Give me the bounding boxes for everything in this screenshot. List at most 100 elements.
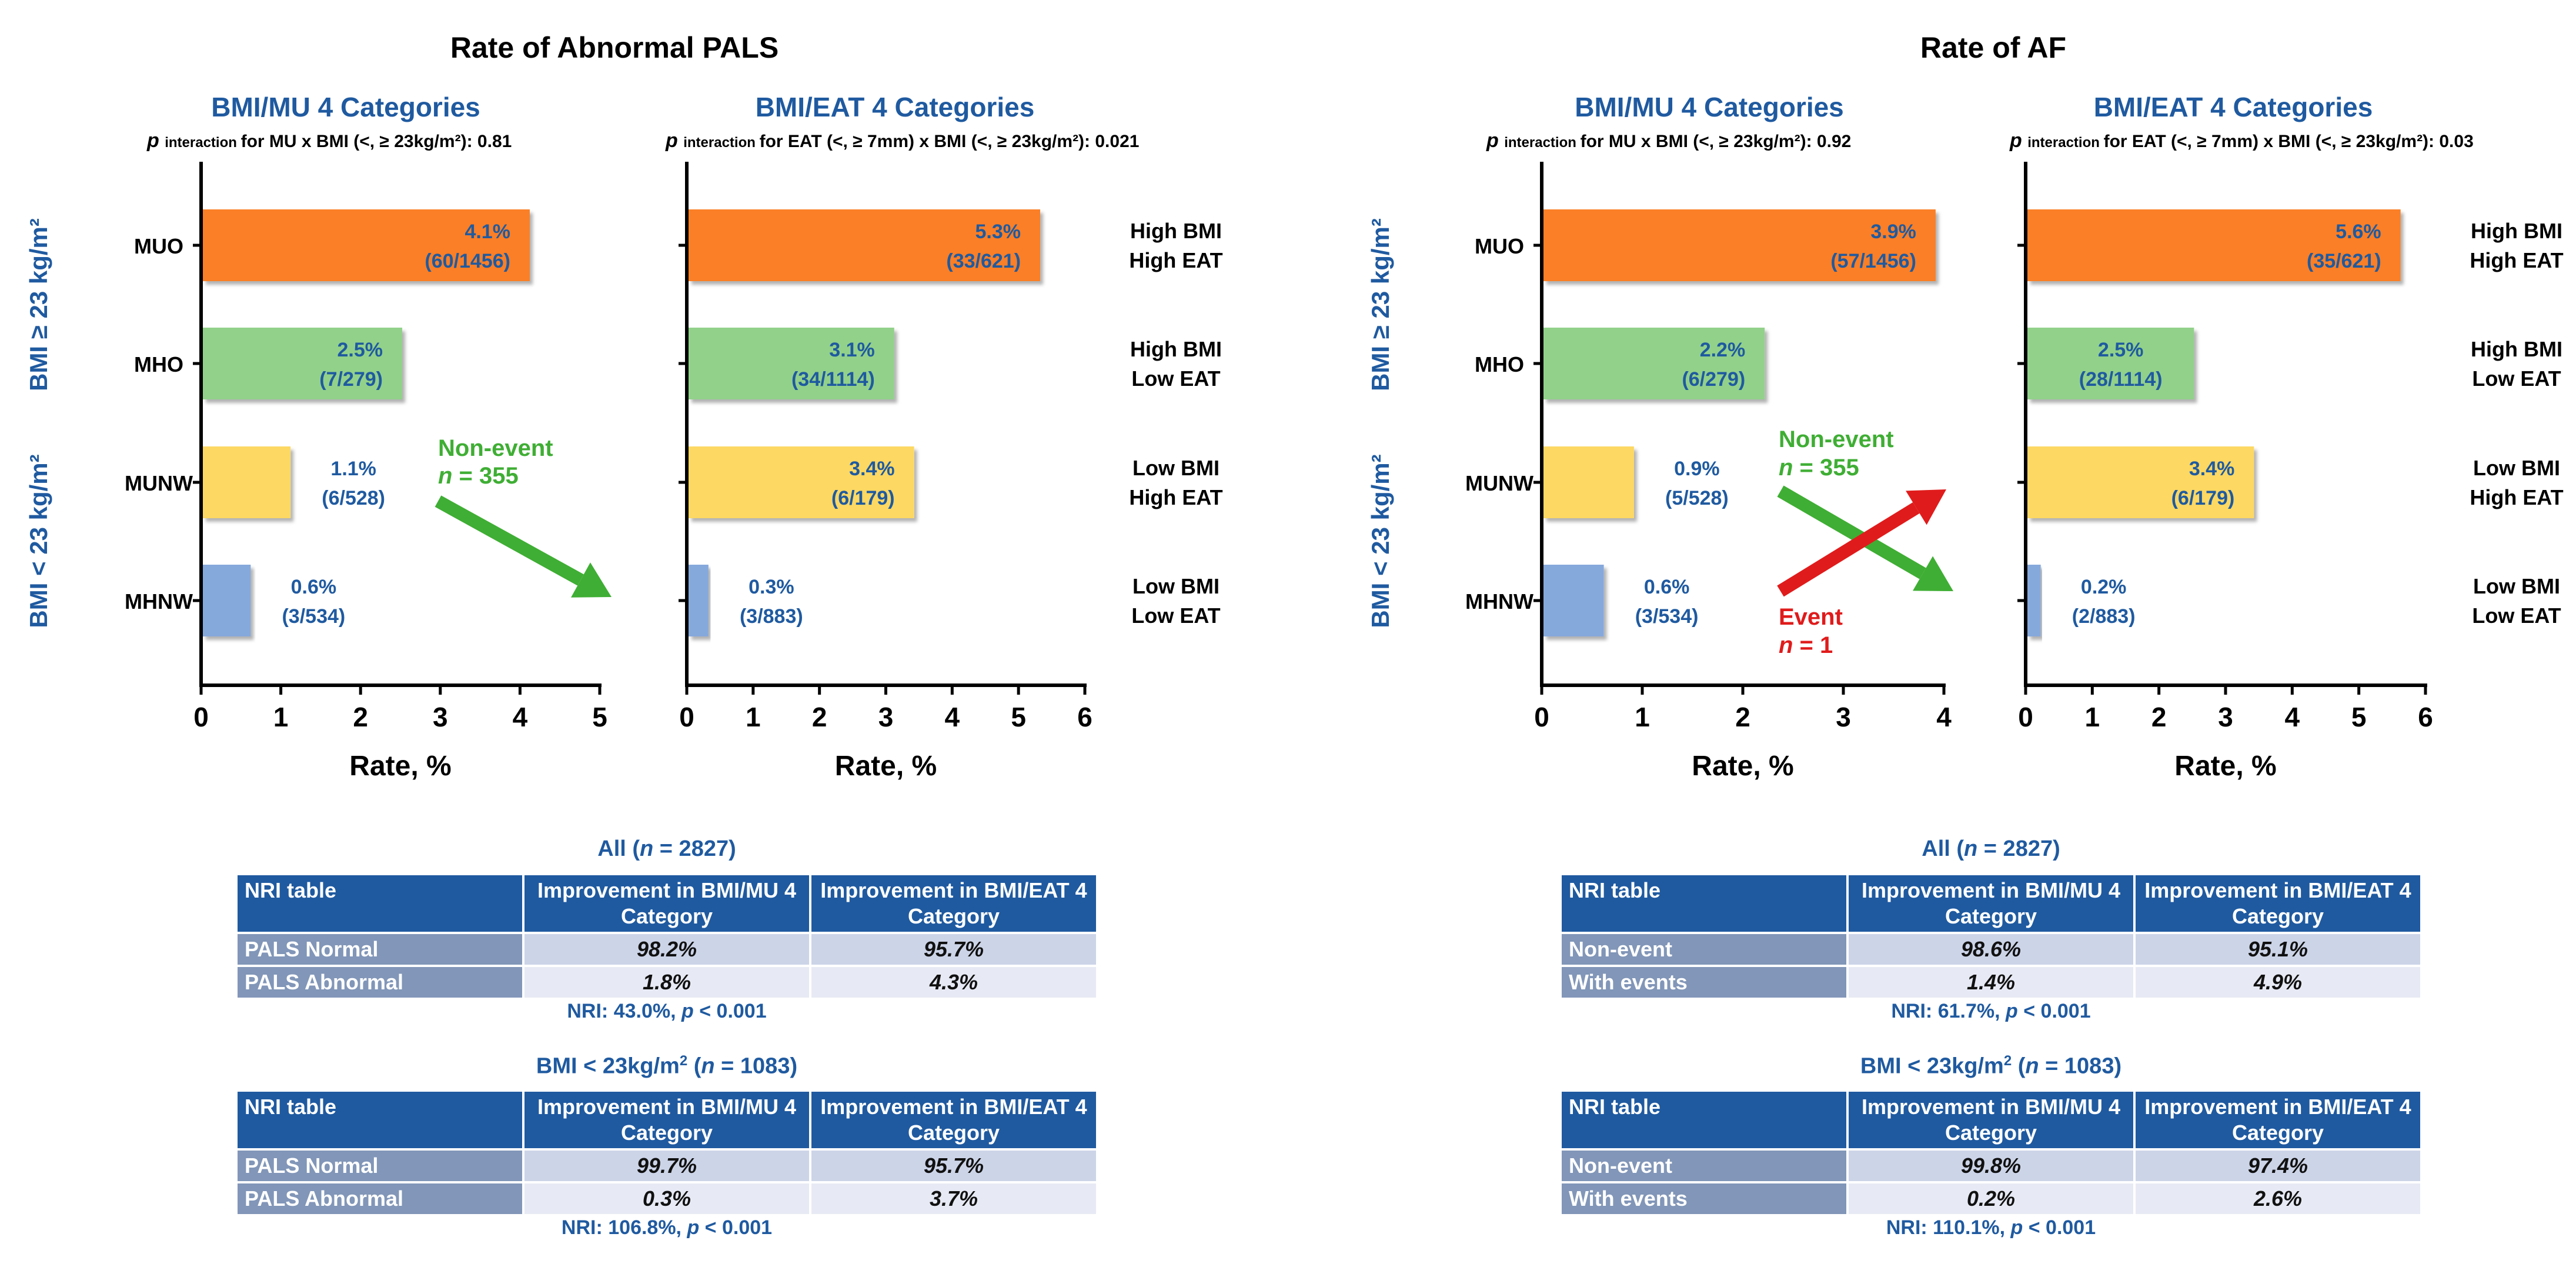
n-symbol: n [1779,455,1793,481]
bar [203,446,291,518]
nri-table: NRI table Improvement in BMI/MU 4 Categor… [235,873,1098,1000]
nri-header-cell: Improvement in BMI/EAT 4 Category [811,1092,1096,1148]
nri-data-row: With events 1.4% 4.9% [1562,967,2420,998]
chart-panel-2: BMI/EAT 4 Categories p interaction for EA… [665,92,1223,782]
x-tick-label: 0 [193,702,209,732]
nri-value-eat: 4.3% [811,967,1096,998]
bar [1543,446,1634,518]
n-value: = 355 [1793,455,1859,481]
x-axis-title: Rate, % [835,751,937,782]
x-axis-title: Rate, % [2174,751,2276,782]
bar-count-label: (3/534) [282,605,345,628]
nri-value-mu: 0.3% [524,1183,809,1214]
category-label: MUO [134,234,183,258]
bmi-high-group-label: BMI ≥ 23 kg/m² [25,218,52,391]
nri-value-eat: 4.9% [2136,967,2420,998]
nri-value-eat: 95.7% [811,1151,1096,1181]
nri-row-label: PALS Abnormal [238,967,522,998]
nri-table-title: BMI < 23kg/m2 (n = 1083) [1860,1053,2122,1079]
p-description: for MU x BMI (<, ≥ 23kg/m²): [241,132,477,151]
nri-row-label: With events [1562,967,1846,998]
bar-percent-label: 3.1% [829,339,875,361]
bmi-low-group-label: BMI < 23 kg/m² [25,454,52,628]
nri-summary: NRI: 61.7%, p < 0.001 [1891,1000,2091,1022]
p-description: for MU x BMI (<, ≥ 23kg/m²): [1581,132,1817,151]
bar [2027,209,2401,281]
nri-summary: NRI: 110.1%, p < 0.001 [1886,1216,2096,1239]
nri-table-title: BMI < 23kg/m2 (n = 1083) [536,1053,798,1079]
bar-percent-label: 2.5% [2098,339,2144,361]
x-tick-label: 1 [746,702,761,732]
bar-count-label: (33/621) [946,250,1021,272]
bar-percent-label: 2.5% [338,339,383,361]
bar-percent-label: 0.3% [749,576,794,598]
bar [689,209,1041,281]
bar-count-label: (5/528) [1665,487,1729,509]
bar [203,328,402,399]
section-title-af: Rate of AF [1920,31,2066,64]
nri-header-cell: Improvement in BMI/EAT 4 Category [2136,1092,2420,1148]
p-subscript: interaction [683,135,759,151]
category-label: High BMI [1130,337,1222,361]
x-tick-label: 5 [1011,702,1026,732]
category-label: Low EAT [1131,366,1220,391]
bar [203,209,530,281]
nri-header-cell: NRI table [1562,1092,1846,1148]
event-label-right: Event [1779,604,1843,630]
nri-row-label: PALS Normal [238,934,522,965]
nri-value-mu: 1.8% [524,967,809,998]
bar-percent-label: 0.6% [1644,576,1690,598]
nri-header-cell: Improvement in BMI/EAT 4 Category [811,875,1096,932]
event-arrow-right-shaft [1777,502,1920,597]
nri-summary: NRI: 43.0%, p < 0.001 [567,1000,767,1022]
p-subscript: interaction [1504,135,1580,151]
category-label: High BMI [2471,337,2562,361]
nri-data-row: PALS Normal 98.2% 95.7% [238,934,1096,965]
x-tick-label: 6 [2418,702,2433,732]
nri-header-cell: NRI table [1562,875,1846,932]
section-title-pals: Rate of Abnormal PALS [450,31,779,64]
bar [1543,209,1936,281]
n-symbol: n [438,463,452,489]
n-value: = 1 [1793,632,1833,658]
p-value: 0.81 [477,132,512,151]
interaction-p-label: p interaction for MU x BMI (<, ≥ 23kg/m²… [146,129,512,152]
bar [2027,328,2194,399]
n-value: = 355 [452,463,518,489]
category-label: High EAT [2470,485,2563,509]
category-label: MHNW [1465,589,1533,614]
x-tick-label: 5 [2351,702,2367,732]
p-subscript: interaction [165,135,240,151]
nri-header-cell: Improvement in BMI/EAT 4 Category [2136,875,2420,932]
bmi-high-group-label: BMI ≥ 23 kg/m² [1366,218,1394,391]
p-symbol: p [2009,129,2027,152]
nri-table-title: All (n = 2827) [1922,836,2060,861]
bar [1543,328,1765,399]
bar-percent-label: 0.9% [1674,458,1720,480]
bar-count-label: (35/621) [2307,250,2381,272]
nri-row-label: Non-event [1562,1151,1846,1181]
bar-count-label: (60/1456) [425,250,510,272]
n-symbol: n [1779,632,1793,658]
panel-title: BMI/EAT 4 Categories [756,92,1035,122]
nri-data-row: PALS Normal 99.7% 95.7% [238,1151,1096,1181]
nonevent-label-right: Non-event [1779,426,1894,452]
category-label: MHO [1475,352,1524,376]
nri-table: NRI table Improvement in BMI/MU 4 Categor… [1559,873,2423,1000]
bar [2027,565,2041,636]
category-label: Low EAT [2472,366,2561,391]
x-tick-label: 3 [878,702,894,732]
x-axis-title: Rate, % [1692,751,1793,782]
nri-table: NRI table Improvement in BMI/MU 4 Categor… [235,1089,1098,1216]
bmi-group-labels-right: BMI ≥ 23 kg/m² BMI < 23 kg/m² [1366,218,1394,628]
bar-percent-label: 4.1% [465,221,510,243]
nri-value-eat: 97.4% [2136,1151,2420,1181]
x-tick-label: 1 [2085,702,2100,732]
nri-header-cell: Improvement in BMI/MU 4 Category [1849,1092,2133,1148]
bar-count-label: (3/534) [1635,605,1699,628]
bar [203,565,251,636]
category-label: MHNW [125,589,193,614]
bar-percent-label: 0.2% [2081,576,2127,598]
bmi-low-group-label: BMI < 23 kg/m² [1366,454,1394,628]
